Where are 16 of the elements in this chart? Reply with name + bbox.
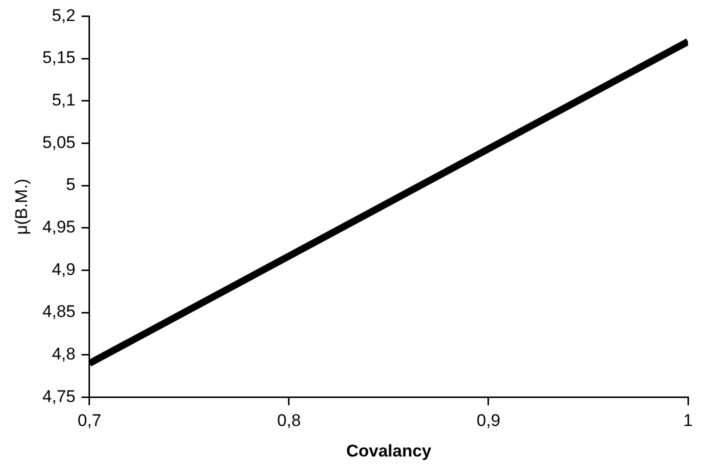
x-tick-label: 1 [683, 411, 693, 430]
y-tick-label: 4,85 [42, 302, 76, 322]
y-tick-label: 5 [66, 175, 76, 194]
y-tick-label: 4,95 [42, 218, 76, 237]
y-tick-label: 5,05 [42, 132, 76, 152]
y-tick-label: 5,2 [52, 6, 76, 25]
x-tick-label: 0,8 [277, 411, 301, 430]
y-tick-label: 5,1 [52, 90, 76, 110]
y-tick-label: 4,9 [52, 260, 76, 279]
y-tick-label: 5,15 [42, 48, 76, 68]
y-axis-title: μ(B.M.) [12, 178, 31, 235]
y-tick-label: 4,8 [52, 344, 76, 364]
x-axis-title: Covalancy [346, 441, 432, 460]
x-tick-label: 0,9 [476, 411, 500, 430]
y-tick-label: 4,75 [42, 386, 76, 406]
x-tick-label: 0,7 [78, 411, 102, 430]
